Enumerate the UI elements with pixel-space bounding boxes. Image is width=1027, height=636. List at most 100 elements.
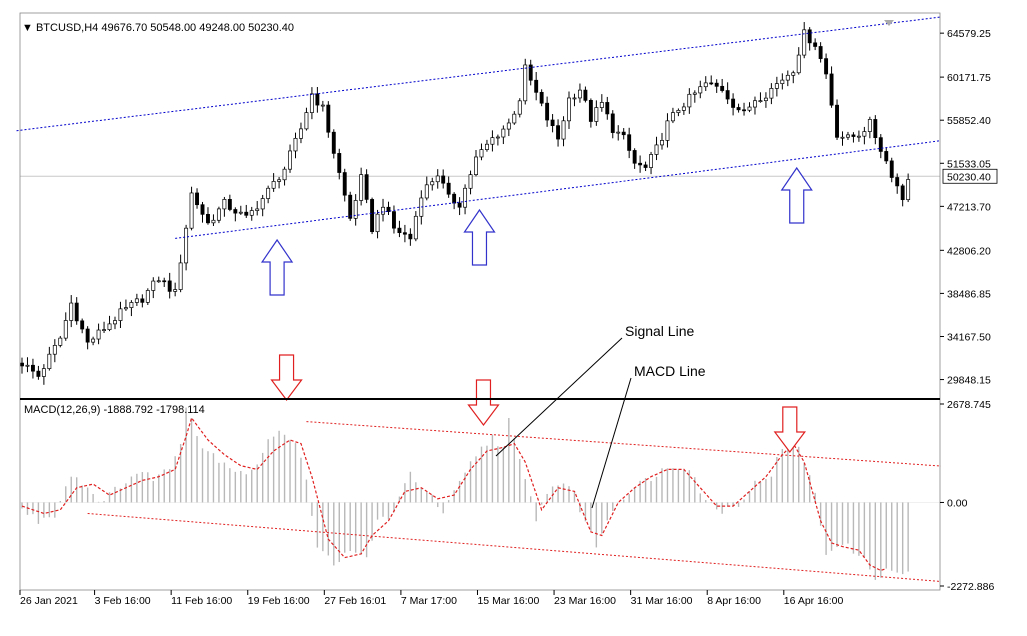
candle-body[interactable] bbox=[337, 153, 342, 173]
candle-body[interactable] bbox=[846, 134, 850, 138]
candle-body[interactable] bbox=[386, 206, 391, 212]
candle-body[interactable] bbox=[599, 102, 604, 108]
candle-body[interactable] bbox=[468, 174, 473, 189]
candle-body[interactable] bbox=[889, 160, 894, 178]
candle-body[interactable] bbox=[173, 289, 178, 292]
candle-body[interactable] bbox=[802, 29, 807, 56]
candle-body[interactable] bbox=[687, 93, 692, 108]
candle-body[interactable] bbox=[216, 208, 221, 221]
candle-body[interactable] bbox=[725, 90, 730, 100]
candle-body[interactable] bbox=[156, 280, 161, 283]
candle-body[interactable] bbox=[610, 113, 615, 133]
candle-body[interactable] bbox=[326, 104, 331, 133]
candle-body[interactable] bbox=[807, 29, 812, 44]
candle-body[interactable] bbox=[222, 199, 227, 210]
candle-body[interactable] bbox=[583, 89, 588, 101]
candle-body[interactable] bbox=[873, 119, 878, 139]
candle-body[interactable] bbox=[184, 227, 189, 264]
candle-body[interactable] bbox=[567, 97, 571, 122]
candle-body[interactable] bbox=[627, 134, 632, 151]
candle-body[interactable] bbox=[594, 107, 599, 122]
candle-body[interactable] bbox=[392, 211, 396, 229]
candle-body[interactable] bbox=[698, 86, 703, 94]
candle-body[interactable] bbox=[408, 233, 413, 240]
candle-body[interactable] bbox=[884, 151, 889, 162]
candle-body[interactable] bbox=[720, 85, 725, 91]
candle-body[interactable] bbox=[227, 199, 232, 210]
candle-body[interactable] bbox=[348, 194, 353, 219]
candle-body[interactable] bbox=[692, 92, 697, 95]
macd-pane[interactable]: Signal Line MACD Line bbox=[20, 323, 941, 582]
candle-body[interactable] bbox=[359, 174, 364, 201]
candle-body[interactable] bbox=[763, 97, 768, 102]
candle-body[interactable] bbox=[277, 179, 282, 182]
candle-body[interactable] bbox=[402, 232, 407, 235]
candle-body[interactable] bbox=[74, 302, 79, 322]
candle-body[interactable] bbox=[856, 135, 861, 138]
candle-body[interactable] bbox=[413, 215, 418, 240]
candle-body[interactable] bbox=[753, 100, 757, 108]
candle-body[interactable] bbox=[616, 131, 621, 134]
candle-body[interactable] bbox=[550, 119, 555, 127]
candle-body[interactable] bbox=[900, 185, 905, 201]
candle-body[interactable] bbox=[665, 120, 670, 141]
candle-body[interactable] bbox=[238, 211, 243, 214]
candle-body[interactable] bbox=[52, 345, 57, 355]
candle-body[interactable] bbox=[676, 110, 681, 113]
candle-body[interactable] bbox=[791, 72, 796, 76]
candle-body[interactable] bbox=[69, 302, 74, 321]
candle-body[interactable] bbox=[796, 54, 801, 74]
candle-body[interactable] bbox=[835, 104, 839, 138]
candle-body[interactable] bbox=[282, 168, 287, 181]
candle-body[interactable] bbox=[479, 149, 484, 158]
candle-body[interactable] bbox=[561, 120, 566, 140]
candle-body[interactable] bbox=[145, 290, 150, 303]
candle-body[interactable] bbox=[501, 128, 506, 138]
candle-body[interactable] bbox=[463, 187, 468, 208]
candle-body[interactable] bbox=[353, 200, 358, 219]
candle-body[interactable] bbox=[58, 337, 63, 346]
candle-body[interactable] bbox=[20, 362, 24, 367]
candle-body[interactable] bbox=[299, 128, 303, 139]
candle-body[interactable] bbox=[660, 140, 664, 146]
candle-body[interactable] bbox=[457, 202, 462, 208]
candle-body[interactable] bbox=[670, 112, 675, 122]
candle-body[interactable] bbox=[151, 280, 156, 291]
candle-body[interactable] bbox=[643, 164, 648, 168]
candle-body[interactable] bbox=[315, 93, 320, 106]
candle-body[interactable] bbox=[780, 79, 785, 84]
candle-body[interactable] bbox=[758, 100, 763, 103]
candle-body[interactable] bbox=[85, 328, 90, 343]
candle-body[interactable] bbox=[140, 298, 145, 303]
candle-body[interactable] bbox=[63, 320, 68, 339]
candle-body[interactable] bbox=[840, 136, 845, 139]
candle-body[interactable] bbox=[266, 187, 271, 199]
candle-body[interactable] bbox=[878, 137, 883, 152]
candle-body[interactable] bbox=[862, 131, 867, 137]
candle-body[interactable] bbox=[495, 136, 500, 139]
candle-body[interactable] bbox=[293, 137, 298, 152]
candle-body[interactable] bbox=[364, 174, 369, 200]
scroll-marker-icon[interactable] bbox=[884, 20, 894, 26]
candle-body[interactable] bbox=[41, 368, 46, 377]
candle-body[interactable] bbox=[506, 122, 511, 130]
candle-body[interactable] bbox=[178, 262, 183, 290]
candle-body[interactable] bbox=[96, 329, 101, 340]
candle-body[interactable] bbox=[249, 210, 254, 216]
candle-body[interactable] bbox=[375, 213, 380, 233]
candle-body[interactable] bbox=[47, 353, 52, 369]
candle-body[interactable] bbox=[829, 73, 834, 106]
candle-body[interactable] bbox=[80, 320, 85, 330]
candle-body[interactable] bbox=[195, 192, 199, 206]
price-pane[interactable] bbox=[16, 16, 942, 385]
candle-body[interactable] bbox=[233, 209, 238, 214]
candle-body[interactable] bbox=[167, 280, 172, 292]
candle-body[interactable] bbox=[867, 119, 872, 132]
candle-body[interactable] bbox=[545, 102, 550, 121]
candle-body[interactable] bbox=[736, 107, 741, 111]
candle-body[interactable] bbox=[638, 162, 643, 166]
candle-body[interactable] bbox=[512, 113, 517, 124]
candle-body[interactable] bbox=[654, 144, 659, 155]
candle-body[interactable] bbox=[446, 182, 451, 195]
